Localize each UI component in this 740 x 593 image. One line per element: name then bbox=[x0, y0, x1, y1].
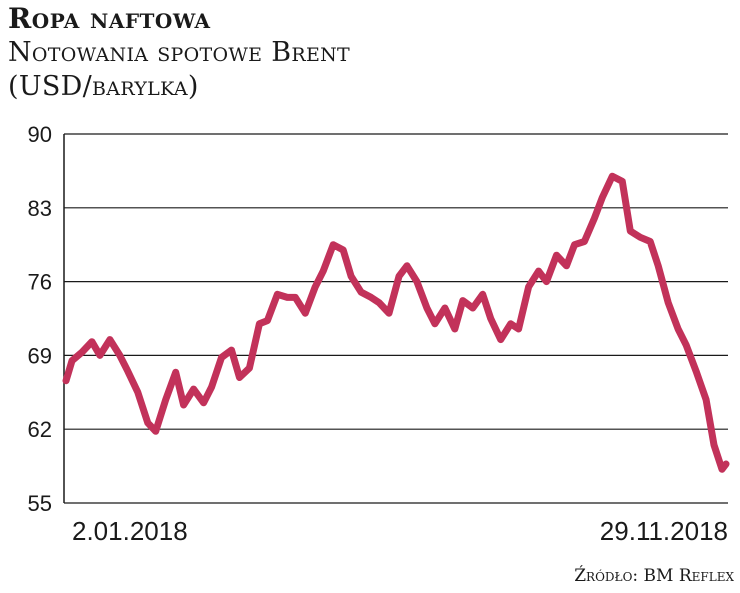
x-tick-label: 29.11.2018 bbox=[600, 516, 728, 546]
chart-subtitle: Notowania spotowe Brent (USD/barylka) bbox=[8, 36, 350, 104]
source-note: Źródło: BM Reflex bbox=[574, 566, 734, 586]
y-tick-label: 90 bbox=[28, 122, 52, 147]
y-tick-label: 69 bbox=[28, 343, 52, 368]
chart-title: Ropa naftowa bbox=[8, 2, 211, 35]
y-tick-label: 76 bbox=[28, 270, 52, 295]
y-tick-label: 62 bbox=[28, 417, 52, 442]
y-tick-label: 55 bbox=[28, 491, 52, 516]
subtitle-line-1: Notowania spotowe Brent bbox=[8, 37, 351, 68]
subtitle-line-2: (USD/barylka) bbox=[8, 71, 199, 102]
x-tick-label: 2.01.2018 bbox=[72, 516, 188, 546]
y-tick-label: 83 bbox=[28, 196, 52, 221]
series-line-brent bbox=[62, 172, 730, 473]
